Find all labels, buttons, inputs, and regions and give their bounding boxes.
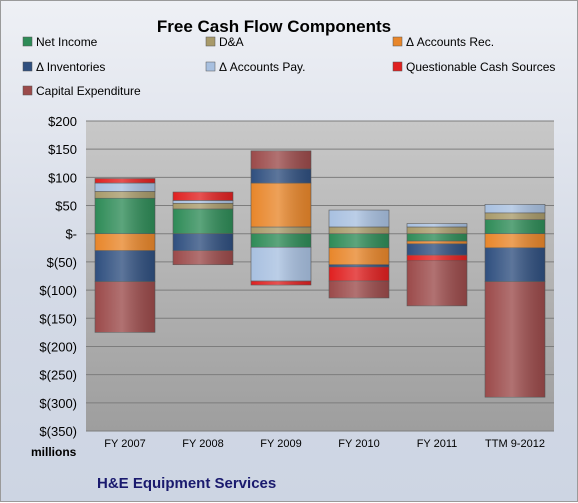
bar-segment-highlight xyxy=(251,247,311,282)
bar-segment-highlight xyxy=(173,233,233,251)
bar-segment-highlight xyxy=(251,168,311,183)
bar-segment-highlight xyxy=(251,281,311,286)
legend-label: Δ Accounts Rec. xyxy=(406,35,494,49)
y-tick-label: $150 xyxy=(48,142,77,157)
legend-swatch xyxy=(22,61,33,72)
legend-label: Δ Inventories xyxy=(36,60,105,74)
legend-swatch xyxy=(392,61,403,72)
bar-segment-highlight xyxy=(485,204,545,213)
y-tick-label: $100 xyxy=(48,170,77,185)
unit-label: millions xyxy=(31,445,77,459)
bar-segment-highlight xyxy=(407,233,467,242)
y-tick-label: $200 xyxy=(48,114,77,129)
bar-segment-highlight xyxy=(95,281,155,333)
company-footer: H&E Equipment Services xyxy=(97,475,276,492)
x-tick-label: FY 2008 xyxy=(182,438,223,450)
legend-swatch xyxy=(392,36,403,47)
legend-swatch xyxy=(205,61,216,72)
x-tick-label: FY 2010 xyxy=(338,438,379,450)
bar-segment-highlight xyxy=(485,281,545,398)
x-tick-label: FY 2011 xyxy=(417,438,458,450)
y-tick-label: $(350) xyxy=(39,424,77,439)
bar-segment-highlight xyxy=(329,264,389,267)
y-axis: $200 $150 $100 $50 $- $(50) $(100) $(150) $(200)… xyxy=(39,114,77,439)
y-tick-label: $(300) xyxy=(39,396,77,411)
bar-segment-highlight xyxy=(329,233,389,248)
y-tick-label: $(200) xyxy=(39,339,77,354)
plot-area xyxy=(86,121,554,431)
bar-segment-highlight xyxy=(485,212,545,220)
bar-segment-highlight xyxy=(407,243,467,256)
bar-segment-highlight xyxy=(251,233,311,248)
legend-swatch xyxy=(205,36,216,47)
bar-segment-highlight xyxy=(407,255,467,261)
bar-segment-highlight xyxy=(407,260,467,306)
bars xyxy=(94,150,546,398)
bar-segment-highlight xyxy=(95,233,155,251)
x-tick-label: FY 2009 xyxy=(260,438,301,450)
bar-segment-highlight xyxy=(95,191,155,199)
bar-segment-highlight xyxy=(485,233,545,248)
legend-label: D&A xyxy=(219,35,244,49)
bar-segment-highlight xyxy=(95,178,155,183)
bar-segment-highlight xyxy=(173,203,233,209)
x-tick-label: FY 2007 xyxy=(104,438,145,450)
legend-swatch xyxy=(22,85,33,96)
legend: Net Income D&A Δ Accounts Rec. Δ Inventorie… xyxy=(22,35,555,98)
gridlines xyxy=(86,120,554,432)
bar-segment-highlight xyxy=(95,250,155,282)
legend-label: Net Income xyxy=(36,35,98,49)
y-tick-label: $- xyxy=(65,227,77,242)
x-tick-label: TTM 9-2012 xyxy=(485,438,545,450)
bar-segment-highlight xyxy=(251,150,311,169)
bar-segment-highlight xyxy=(407,241,467,244)
bar-segment-highlight xyxy=(173,250,233,265)
y-tick-label: $50 xyxy=(55,199,77,214)
bar-segment-highlight xyxy=(173,208,233,234)
legend-label: Δ Accounts Pay. xyxy=(219,60,306,74)
bar-segment-highlight xyxy=(407,223,467,227)
y-tick-label: $(150) xyxy=(39,311,77,326)
bar-segment-highlight xyxy=(329,247,389,265)
bar-segment-highlight xyxy=(485,247,545,282)
bar-segment-highlight xyxy=(95,183,155,192)
bar-segment-highlight xyxy=(173,200,233,204)
legend-swatch xyxy=(22,36,33,47)
bar-segment-highlight xyxy=(329,210,389,227)
chart-title: Free Cash Flow Components xyxy=(157,17,391,36)
bar-segment-highlight xyxy=(251,183,311,227)
bar-segment-highlight xyxy=(329,266,389,282)
bar-segment-highlight xyxy=(407,226,467,234)
bar-segment-highlight xyxy=(251,226,311,234)
legend-label: Questionable Cash Sources xyxy=(406,60,555,74)
y-tick-label: $(50) xyxy=(47,255,77,270)
y-tick-label: $(100) xyxy=(39,283,77,298)
bar-segment-highlight xyxy=(485,219,545,234)
bar-segment-highlight xyxy=(329,226,389,234)
x-axis: FY 2007 FY 2008 FY 2009 FY 2010 FY 2011 TTM 9… xyxy=(104,438,545,450)
bar-segment-highlight xyxy=(173,192,233,201)
bar-segment-highlight xyxy=(95,198,155,234)
y-tick-label: $(250) xyxy=(39,368,77,383)
legend-label: Capital Expenditure xyxy=(36,84,141,98)
bar-segment-highlight xyxy=(329,281,389,298)
